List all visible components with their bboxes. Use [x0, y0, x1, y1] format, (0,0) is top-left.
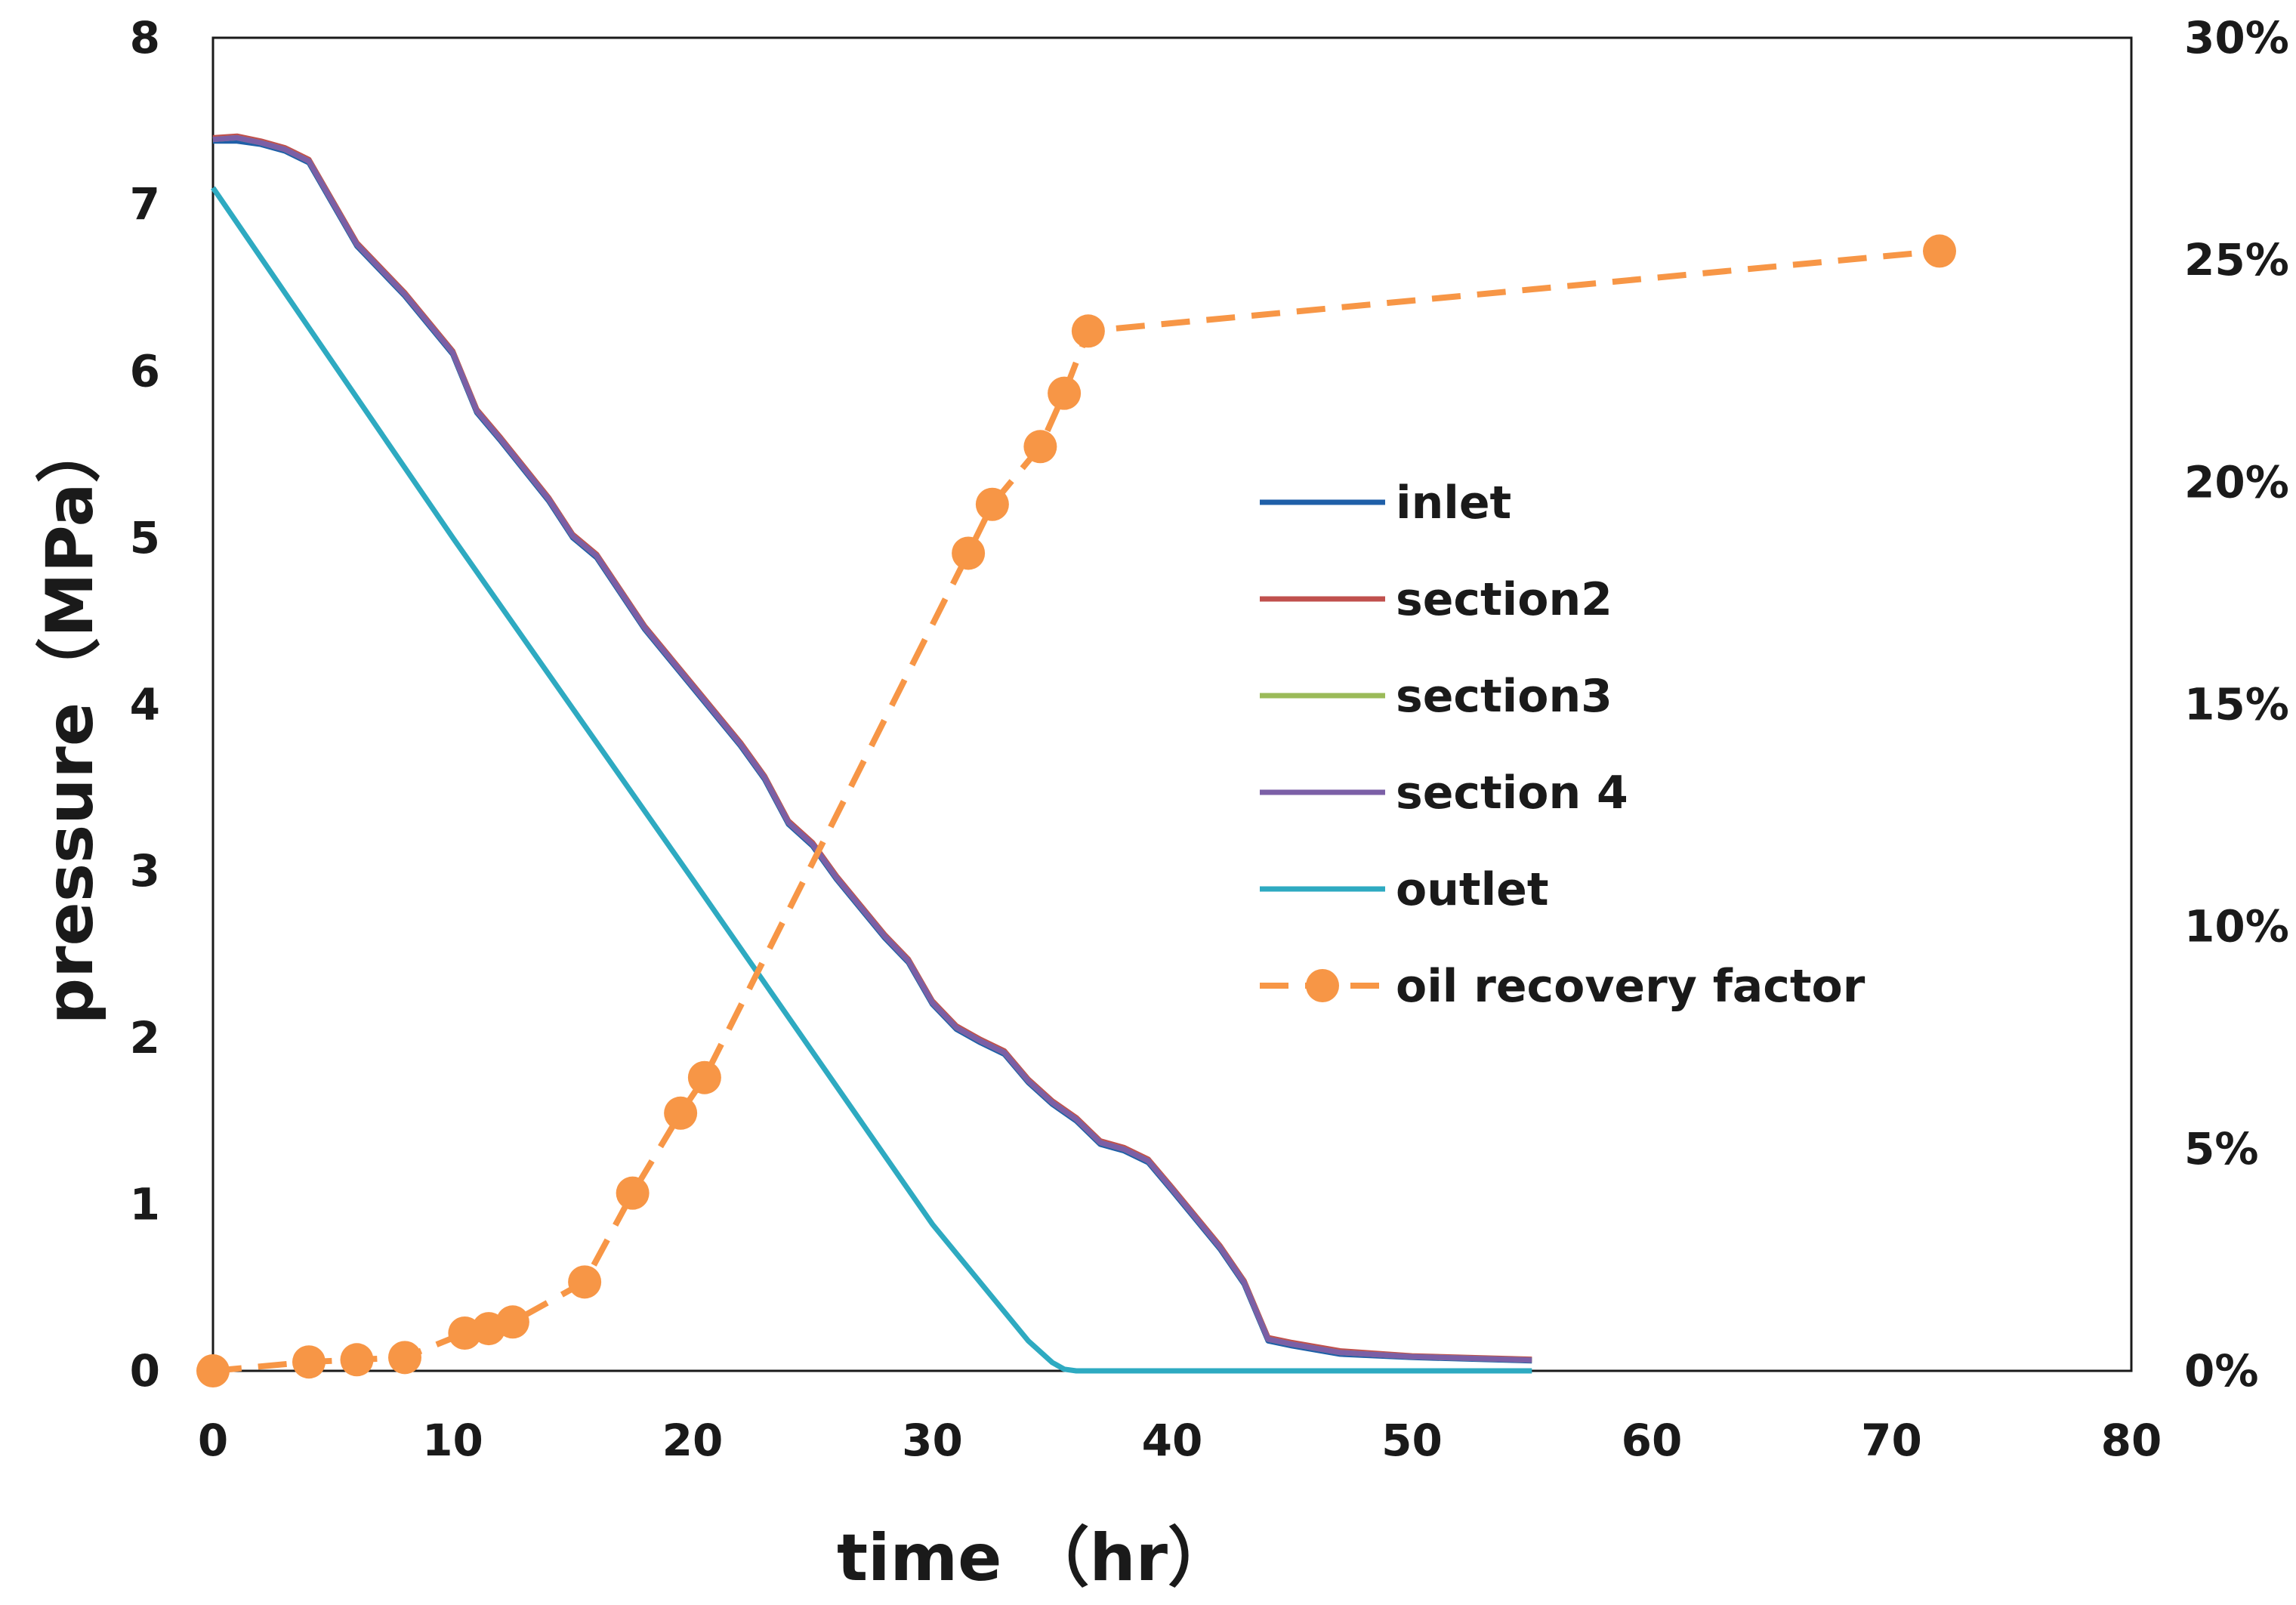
y-tick-label: 7 [130, 179, 160, 230]
data-point [1071, 314, 1105, 348]
data-point [1923, 234, 1956, 268]
legend-label: inlet [1396, 477, 1511, 529]
data-point [1023, 430, 1057, 464]
data-point [340, 1343, 374, 1377]
legend: inlet section2 section3 section 4 outlet oil … [1260, 477, 1866, 1013]
data-point [495, 1305, 529, 1339]
data-point [1048, 376, 1082, 410]
legend-label: section2 [1396, 573, 1612, 626]
x-axis-title: time （hr） [837, 1520, 1233, 1596]
data-point [388, 1341, 421, 1375]
data-point [664, 1096, 698, 1130]
x-tick-label: 30 [902, 1415, 963, 1466]
series-line-section3 [212, 134, 1532, 1363]
y-tick-label: 3 [130, 845, 160, 897]
data-point [568, 1265, 602, 1299]
legend-label: oil recovery factor [1396, 960, 1866, 1013]
x-tick-label: 0 [198, 1415, 228, 1466]
x-tick-label: 80 [2101, 1415, 2162, 1466]
series-line-oil-recovery-factor [212, 248, 1940, 1374]
legend-label: outlet [1396, 863, 1549, 916]
x-tick-label: 10 [422, 1415, 483, 1466]
y2-axis-ticks: 0% 5% 10% 15% 20% 25% 30% [2184, 12, 2289, 1397]
y-tick-label: 8 [130, 12, 160, 63]
x-tick-label: 20 [662, 1415, 724, 1466]
plot-frame [211, 36, 2133, 1372]
data-point [292, 1345, 326, 1379]
y2-tick-label: 25% [2184, 234, 2289, 286]
series-line-section-4 [212, 134, 1532, 1363]
x-tick-label: 70 [1861, 1415, 1922, 1466]
y-tick-label: 1 [130, 1178, 160, 1230]
series-layer [196, 133, 1956, 1387]
x-tick-label: 60 [1622, 1415, 1683, 1466]
y2-tick-label: 15% [2184, 679, 2289, 730]
y-tick-label: 5 [130, 512, 160, 563]
y-tick-label: 6 [130, 345, 160, 397]
y-tick-label: 4 [130, 679, 160, 730]
x-tick-label: 40 [1142, 1415, 1203, 1466]
y2-tick-label: 20% [2184, 456, 2289, 508]
y2-tick-label: 0% [2184, 1345, 2258, 1397]
series-line-outlet [211, 186, 1532, 1374]
legend-label: section 4 [1396, 767, 1628, 819]
data-point [687, 1060, 721, 1094]
y2-tick-label: 10% [2184, 901, 2289, 952]
y-tick-label: 0 [130, 1345, 160, 1397]
data-point [196, 1354, 230, 1387]
y2-tick-label: 30% [2184, 12, 2289, 63]
series-line-inlet [213, 138, 1532, 1364]
y-axis-title: pressure（MPa） [32, 418, 108, 1025]
data-point [975, 487, 1009, 521]
x-axis-ticks: 0 10 20 30 40 50 60 70 80 [198, 1415, 2162, 1466]
data-point [616, 1176, 650, 1210]
y-tick-label: 2 [130, 1012, 160, 1063]
legend-label: section3 [1396, 670, 1612, 723]
series-line-section2 [212, 133, 1532, 1363]
y2-tick-label: 5% [2184, 1123, 2258, 1174]
legend-marker [1306, 969, 1339, 1002]
y-axis-ticks: 0 1 2 3 4 5 6 7 8 [130, 12, 160, 1397]
x-tick-label: 50 [1381, 1415, 1443, 1466]
data-point [952, 536, 986, 570]
